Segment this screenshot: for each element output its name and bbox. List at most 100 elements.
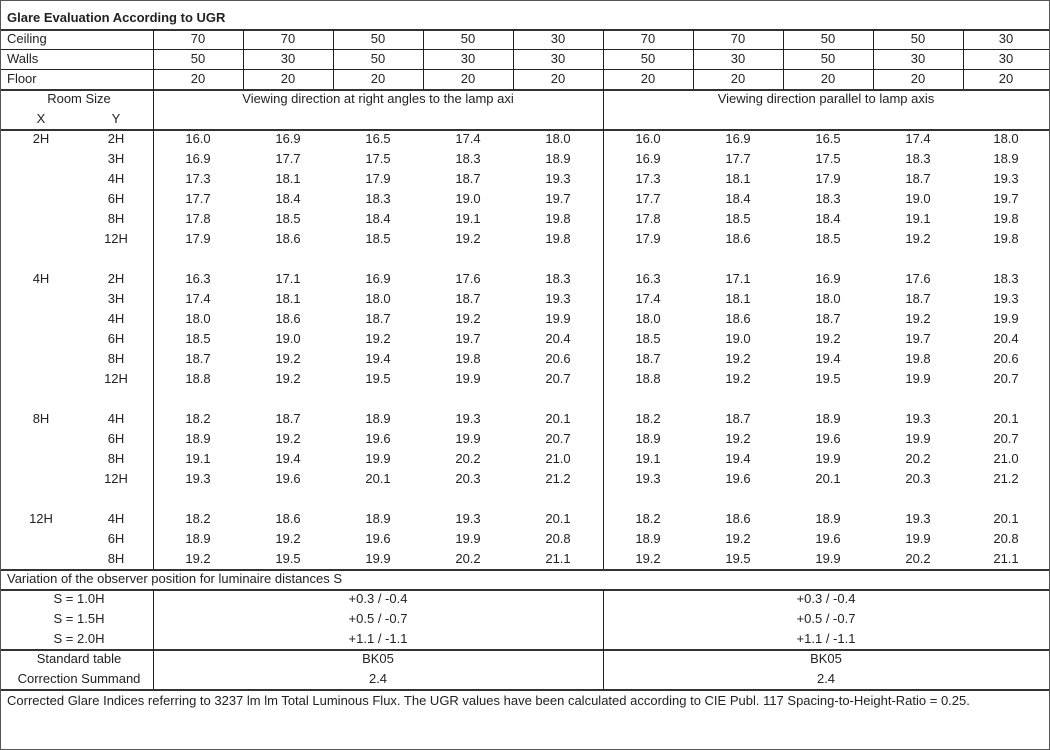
reflectance-value: 70: [730, 31, 746, 46]
ugr-value: 18.6: [275, 311, 301, 326]
ugr-value: 16.9: [635, 151, 661, 166]
ugr-value: 19.0: [905, 191, 931, 206]
ugr-value: 18.9: [365, 411, 391, 426]
ugr-value: 17.1: [725, 271, 751, 286]
ugr-value: 20.1: [365, 471, 391, 486]
ugr-value: 19.8: [905, 351, 931, 366]
ugr-value: 20.6: [545, 351, 571, 366]
ugr-value: 18.3: [993, 271, 1019, 286]
room-y: 3H: [107, 291, 125, 306]
perpendicular-header: Viewing direction at right angles to the…: [242, 91, 514, 106]
ugr-value: 18.1: [725, 171, 751, 186]
divider: [1, 89, 1049, 91]
ugr-value: 19.2: [725, 371, 751, 386]
standard-perp: BK05: [362, 651, 394, 666]
ugr-value: 16.9: [725, 131, 751, 146]
reflectance-label: Floor: [7, 71, 37, 86]
ugr-value: 19.0: [725, 331, 751, 346]
ugr-value: 17.4: [185, 291, 211, 306]
ugr-value: 21.2: [545, 471, 571, 486]
ugr-value: 19.9: [905, 531, 931, 546]
ugr-value: 19.2: [455, 311, 481, 326]
ugr-value: 19.5: [725, 551, 751, 566]
ugr-value: 18.3: [815, 191, 841, 206]
divider: [693, 29, 694, 89]
reflectance-value: 50: [370, 31, 386, 46]
x-header: X: [36, 111, 46, 126]
divider: [153, 89, 154, 569]
ugr-value: 17.9: [635, 231, 661, 246]
ugr-value: 19.6: [815, 431, 841, 446]
ugr-value: 18.4: [725, 191, 751, 206]
reflectance-value: 20: [910, 71, 926, 86]
reflectance-value: 30: [998, 31, 1014, 46]
reflectance-value: 50: [640, 51, 656, 66]
divider: [1, 569, 1049, 571]
room-x: 2H: [32, 131, 50, 146]
ugr-value: 19.2: [905, 311, 931, 326]
variation-label: S = 1.0H: [53, 591, 105, 606]
ugr-value: 16.9: [185, 151, 211, 166]
ugr-value: 19.2: [725, 431, 751, 446]
room-y: 12H: [104, 371, 128, 386]
reflectance-value: 50: [460, 31, 476, 46]
ugr-value: 19.9: [365, 551, 391, 566]
ugr-value: 18.7: [365, 311, 391, 326]
ugr-value: 20.2: [455, 551, 481, 566]
ugr-value: 19.8: [545, 231, 571, 246]
room-y: 6H: [107, 431, 125, 446]
ugr-value: 17.6: [905, 271, 931, 286]
ugr-value: 16.3: [185, 271, 211, 286]
ugr-value: 17.8: [635, 211, 661, 226]
ugr-value: 18.0: [545, 131, 571, 146]
variation-perp: +0.3 / -0.4: [348, 591, 408, 606]
ugr-value: 18.9: [365, 511, 391, 526]
ugr-value: 21.1: [545, 551, 571, 566]
ugr-value: 18.5: [365, 231, 391, 246]
divider: [603, 29, 604, 89]
ugr-value: 19.3: [635, 471, 661, 486]
room-x: 4H: [32, 271, 50, 286]
ugr-value: 17.8: [185, 211, 211, 226]
ugr-value: 18.8: [185, 371, 211, 386]
room-y: 12H: [104, 231, 128, 246]
ugr-value: 20.1: [815, 471, 841, 486]
ugr-value: 19.6: [725, 471, 751, 486]
divider: [1, 129, 1049, 131]
ugr-value: 18.5: [185, 331, 211, 346]
ugr-value: 20.8: [993, 531, 1019, 546]
reflectance-value: 20: [998, 71, 1014, 86]
ugr-value: 19.2: [275, 371, 301, 386]
ugr-value: 18.9: [185, 431, 211, 446]
ugr-value: 17.9: [365, 171, 391, 186]
ugr-value: 19.4: [365, 351, 391, 366]
divider: [783, 29, 784, 89]
ugr-value: 18.6: [725, 511, 751, 526]
divider: [1, 589, 1049, 591]
ugr-value: 17.4: [635, 291, 661, 306]
divider: [1, 69, 1049, 70]
ugr-value: 21.2: [993, 471, 1019, 486]
divider: [153, 589, 154, 689]
ugr-value: 20.6: [993, 351, 1019, 366]
divider: [1, 649, 1049, 651]
ugr-value: 17.7: [185, 191, 211, 206]
ugr-value: 19.9: [993, 311, 1019, 326]
reflectance-value: 30: [910, 51, 926, 66]
reflectance-value: 30: [550, 51, 566, 66]
reflectance-value: 30: [998, 51, 1014, 66]
ugr-value: 20.1: [993, 411, 1019, 426]
room-y: 8H: [107, 551, 125, 566]
ugr-value: 19.3: [905, 411, 931, 426]
table-title: Glare Evaluation According to UGR: [7, 10, 226, 25]
reflectance-value: 50: [820, 31, 836, 46]
ugr-value: 19.1: [185, 451, 211, 466]
reflectance-value: 20: [190, 71, 206, 86]
ugr-value: 19.9: [455, 531, 481, 546]
ugr-value: 18.4: [365, 211, 391, 226]
ugr-value: 18.3: [365, 191, 391, 206]
reflectance-value: 30: [550, 31, 566, 46]
ugr-value: 17.7: [725, 151, 751, 166]
divider: [873, 29, 874, 89]
ugr-value: 18.9: [993, 151, 1019, 166]
